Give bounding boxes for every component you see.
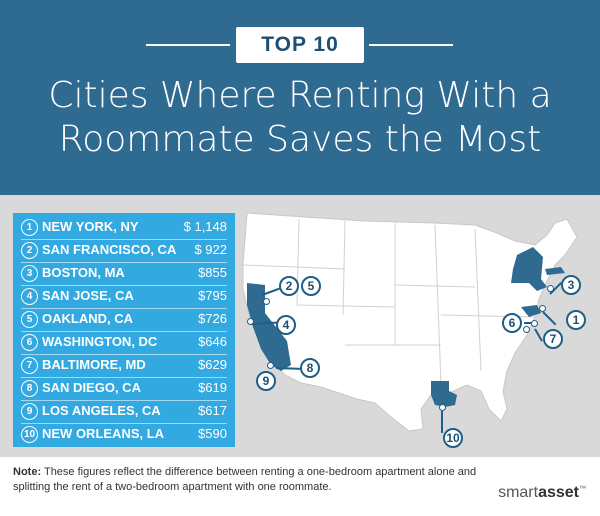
map-marker-6: 6	[502, 313, 522, 333]
row-divider	[21, 239, 227, 240]
list-item: 10 NEW ORLEANS, LA $590	[13, 424, 235, 447]
rank-badge: 4	[21, 288, 38, 305]
map-marker-10: 10	[443, 428, 463, 448]
row-divider	[21, 400, 227, 401]
row-divider	[21, 262, 227, 263]
savings-value: $617	[198, 403, 227, 418]
leader-line	[441, 411, 443, 433]
row-divider	[21, 308, 227, 309]
map-marker-1: 1	[566, 310, 586, 330]
logo-asset: asset	[538, 484, 579, 501]
map-marker-7: 7	[543, 329, 563, 349]
row-divider	[21, 285, 227, 286]
smartasset-logo: smartasset™	[498, 484, 586, 502]
california-shape	[247, 283, 291, 371]
rank-badge: 1	[21, 219, 38, 236]
city-name: WASHINGTON, DC	[42, 334, 158, 349]
map-marker-8: 8	[300, 358, 320, 378]
rank-badge: 2	[21, 242, 38, 259]
city-dot-boston	[547, 285, 554, 292]
savings-value: $795	[198, 288, 227, 303]
badge-rule-left	[146, 44, 230, 46]
footnote: Note: These figures reflect the differen…	[13, 465, 483, 495]
savings-value: $726	[198, 311, 227, 326]
note-text: These figures reflect the difference bet…	[13, 466, 477, 493]
city-dot-new-york	[539, 305, 546, 312]
savings-value: $619	[198, 380, 227, 395]
savings-value: $855	[198, 265, 227, 280]
map-marker-4: 4	[276, 315, 296, 335]
list-item: 1 NEW YORK, NY $ 1,148	[13, 217, 235, 240]
city-dot-washington	[523, 326, 530, 333]
savings-value: $ 922	[194, 242, 227, 257]
new-york-shape	[511, 247, 547, 291]
title-line-1: Cities Where Renting With a	[48, 75, 552, 116]
rank-badge: 7	[21, 357, 38, 374]
city-name: OAKLAND, CA	[42, 311, 133, 326]
badge-rule-right	[369, 44, 453, 46]
city-name: SAN DIEGO, CA	[42, 380, 141, 395]
list-item: 8 SAN DIEGO, CA $619	[13, 378, 235, 401]
title-line-2: Roommate Saves the Most	[58, 119, 542, 160]
city-name: SAN JOSE, CA	[42, 288, 134, 303]
maryland-dc-shape	[521, 305, 541, 317]
map-marker-3: 3	[561, 275, 581, 295]
row-divider	[21, 354, 227, 355]
row-divider	[21, 377, 227, 378]
list-item: 5 OAKLAND, CA $726	[13, 309, 235, 332]
list-item: 3 BOSTON, MA $855	[13, 263, 235, 286]
rank-badge: 8	[21, 380, 38, 397]
savings-value: $646	[198, 334, 227, 349]
city-name: BALTIMORE, MD	[42, 357, 146, 372]
logo-trademark: ™	[579, 485, 586, 493]
footer: Note: These figures reflect the differen…	[0, 457, 600, 516]
logo-smart: smart	[498, 484, 539, 501]
list-item: 2 SAN FRANCISCO, CA $ 922	[13, 240, 235, 263]
note-label: Note:	[13, 466, 42, 478]
rank-badge: 5	[21, 311, 38, 328]
city-dot-san-jose	[247, 318, 254, 325]
row-divider	[21, 331, 227, 332]
us-mainland-outline	[242, 212, 578, 432]
list-item: 9 LOS ANGELES, CA $617	[13, 401, 235, 424]
city-dot-new-orleans	[439, 404, 446, 411]
city-name: LOS ANGELES, CA	[42, 403, 161, 418]
list-item: 4 SAN JOSE, CA $795	[13, 286, 235, 309]
city-dot-los-angeles	[267, 362, 274, 369]
us-map	[242, 212, 578, 432]
savings-value: $629	[198, 357, 227, 372]
rankings-list: 1 NEW YORK, NY $ 1,148 2 SAN FRANCISCO, …	[13, 213, 235, 447]
row-divider	[21, 423, 227, 424]
city-name: NEW ORLEANS, LA	[42, 426, 165, 441]
map-marker-5: 5	[301, 276, 321, 296]
city-dot-san-francisco	[263, 298, 270, 305]
city-name: BOSTON, MA	[42, 265, 125, 280]
louisiana-shape	[431, 381, 457, 407]
city-name: NEW YORK, NY	[42, 219, 139, 234]
header-banner: TOP 10 Cities Where Renting With a Roomm…	[0, 0, 600, 195]
rank-badge: 6	[21, 334, 38, 351]
state-border-lines	[242, 218, 536, 386]
list-item: 6 WASHINGTON, DC $646	[13, 332, 235, 355]
rank-badge: 10	[21, 426, 38, 443]
rank-badge: 3	[21, 265, 38, 282]
map-marker-9: 9	[256, 371, 276, 391]
savings-value: $ 1,148	[183, 219, 227, 234]
city-dot-baltimore	[531, 320, 538, 327]
savings-value: $590	[198, 426, 227, 441]
map-marker-2: 2	[279, 276, 299, 296]
city-name: SAN FRANCISCO, CA	[42, 242, 177, 257]
top-10-badge: TOP 10	[236, 27, 364, 63]
page-title: Cities Where Renting With a Roommate Sav…	[0, 74, 600, 162]
massachusetts-shape	[545, 267, 565, 275]
list-item: 7 BALTIMORE, MD $629	[13, 355, 235, 378]
rank-badge: 9	[21, 403, 38, 420]
